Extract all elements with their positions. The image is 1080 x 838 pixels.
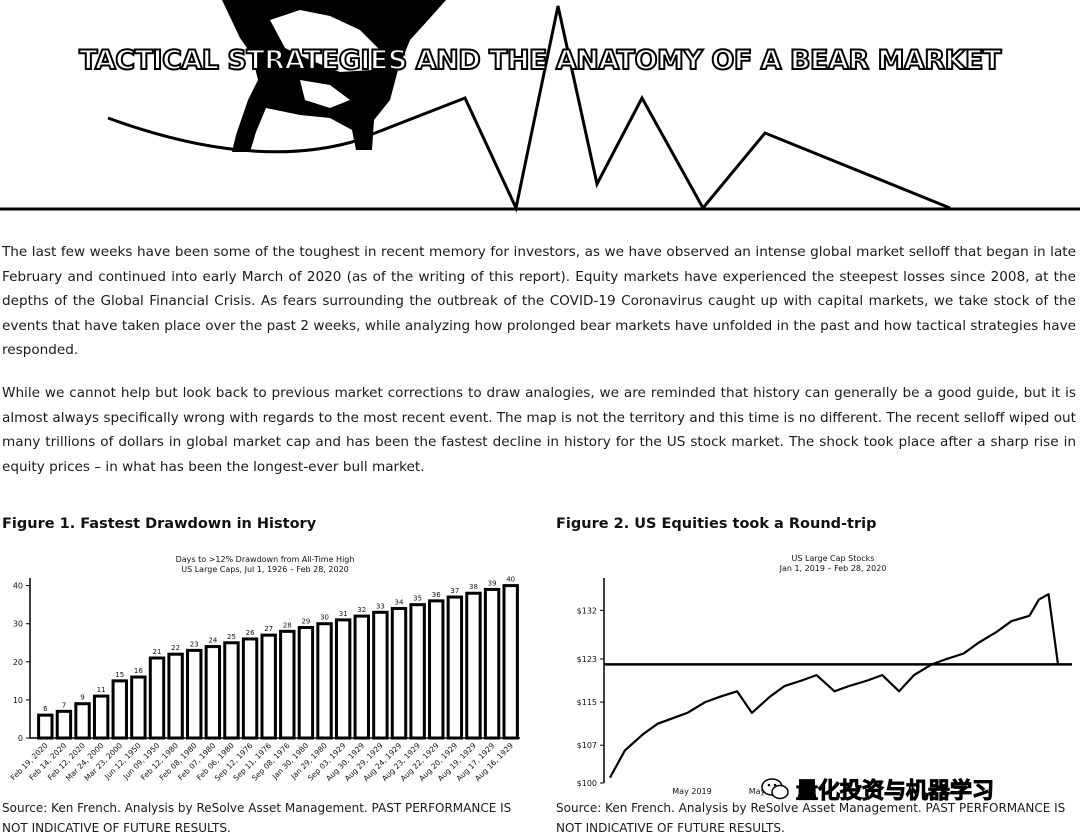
bar xyxy=(167,652,184,740)
bar xyxy=(148,656,166,740)
bar xyxy=(260,633,277,740)
watermark: 量化投资与机器学习 xyxy=(760,774,995,805)
data-label: 37 xyxy=(450,587,459,595)
drawdown-bar-chart: Days to >12% Drawdown from All-Time High… xyxy=(9,555,520,783)
y-tick-label: 20 xyxy=(13,658,23,667)
x-tick-label: May 2019 xyxy=(672,787,711,796)
chart-subtitle: US Large Caps, Jul 1, 1926 – Feb 28, 202… xyxy=(181,565,349,574)
data-label: 9 xyxy=(80,694,84,702)
y-tick-label: $107 xyxy=(577,741,597,750)
y-tick-label: $132 xyxy=(577,606,597,615)
bar xyxy=(483,587,501,740)
bar xyxy=(446,595,464,740)
bar xyxy=(409,603,426,740)
chart-title: US Large Cap Stocks xyxy=(792,554,875,563)
data-label: 29 xyxy=(301,618,310,626)
chart-subtitle: Jan 1, 2019 – Feb 28, 2020 xyxy=(779,564,887,573)
data-label: 40 xyxy=(506,576,515,584)
data-label: 32 xyxy=(357,606,366,614)
price-line-graphic xyxy=(107,5,951,213)
figure-1-caption: Figure 1. Fastest Drawdown in History xyxy=(2,516,317,532)
banner-title: TACTICAL STRATEGIES AND THE ANATOMY OF A… xyxy=(78,44,1002,77)
banner-illustration xyxy=(0,0,1080,213)
data-label: 6 xyxy=(43,705,48,713)
bar xyxy=(241,637,259,740)
bar xyxy=(111,679,128,740)
bar xyxy=(353,614,370,740)
bar xyxy=(37,713,54,740)
data-label: 27 xyxy=(264,625,273,633)
figure-1-source: Source: Ken French. Analysis by ReSolve … xyxy=(2,801,512,835)
figure-2-source: Source: Ken French. Analysis by ReSolve … xyxy=(556,801,1066,835)
data-label: 15 xyxy=(115,671,124,679)
bar xyxy=(390,606,408,740)
bar xyxy=(130,675,147,740)
y-tick-label: $123 xyxy=(577,655,597,664)
bar xyxy=(316,622,333,740)
data-label: 31 xyxy=(339,610,348,618)
data-label: 23 xyxy=(190,640,199,648)
data-label: 39 xyxy=(488,579,497,587)
data-label: 16 xyxy=(134,667,143,675)
bar xyxy=(74,702,91,740)
bar xyxy=(428,599,445,740)
x-tick-label: May xyxy=(749,787,766,796)
y-tick-label: $100 xyxy=(577,779,597,788)
bar xyxy=(186,648,203,740)
data-label: 33 xyxy=(376,602,385,610)
bar xyxy=(92,694,110,740)
bar xyxy=(502,584,519,740)
watermark-text: 量化投资与机器学习 xyxy=(795,779,995,805)
y-tick-label: 40 xyxy=(13,582,23,591)
data-label: 35 xyxy=(413,595,422,603)
series-line xyxy=(609,593,1060,779)
data-label: 28 xyxy=(283,621,292,629)
bar xyxy=(55,709,73,740)
bear-illustration xyxy=(222,0,446,152)
data-label: 36 xyxy=(432,591,441,599)
data-label: 25 xyxy=(227,633,236,641)
figure-2-caption: Figure 2. US Equities took a Round-trip xyxy=(556,516,877,532)
bar xyxy=(204,645,222,740)
chart-title: Days to >12% Drawdown from All-Time High xyxy=(176,555,355,564)
data-label: 22 xyxy=(171,644,180,652)
data-label: 34 xyxy=(395,598,404,606)
data-label: 7 xyxy=(62,701,66,709)
bar xyxy=(334,618,352,740)
bar xyxy=(297,626,315,740)
data-label: 26 xyxy=(246,629,255,637)
wechat-icon xyxy=(761,778,789,800)
data-label: 30 xyxy=(320,614,329,622)
bar xyxy=(372,610,389,740)
bar xyxy=(279,629,296,740)
data-label: 24 xyxy=(208,637,217,645)
y-tick-label: 0 xyxy=(18,734,23,743)
intro-paragraph: The last few weeks have been some of the… xyxy=(2,244,1076,358)
data-label: 38 xyxy=(469,583,478,591)
data-label: 21 xyxy=(153,648,162,656)
bar xyxy=(223,641,240,740)
data-label: 11 xyxy=(97,686,106,694)
analogy-paragraph: While we cannot help but look back to pr… xyxy=(2,385,1076,475)
y-tick-label: 30 xyxy=(13,620,23,629)
y-tick-label: $115 xyxy=(577,698,597,707)
y-tick-label: 10 xyxy=(13,696,23,705)
bar xyxy=(465,591,482,740)
